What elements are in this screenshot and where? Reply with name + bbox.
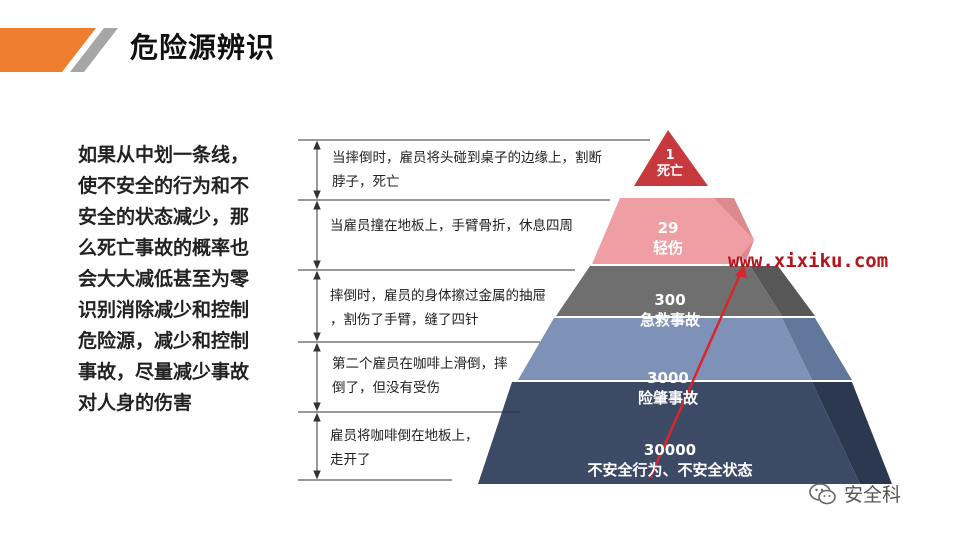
tier-count: 3000	[647, 369, 689, 387]
tier-count: 1	[665, 148, 675, 163]
pyramid-tier-3-label: 300 急救事故	[620, 290, 720, 330]
tier-name: 急救事故	[639, 311, 700, 329]
pyramid-tier-2	[592, 198, 754, 264]
paragraph-line: 识别消除减少和控制	[78, 299, 250, 321]
description-death: 当摔倒时，雇员将头碰到桌子的边缘上，割断 脖子，死亡	[332, 146, 602, 194]
tier-name: 不安全行为、不安全状态	[587, 461, 753, 479]
pyramid-tier-1-label: 1 死亡	[630, 148, 710, 180]
description-line: 脖子，死亡	[332, 174, 400, 190]
tier-count: 30000	[643, 441, 697, 459]
pyramid-tier-3-side	[750, 266, 815, 316]
wechat-logo-icon	[809, 482, 836, 504]
description-first-aid: 摔倒时，雇员的身体擦过金属的抽屉 ，割伤了手臂，缝了四针	[330, 284, 546, 332]
paragraph-line: 使不安全的行为和不	[78, 175, 250, 197]
left-paragraph: 如果从中划一条线， 使不安全的行为和不 安全的状态减少，那 么死亡事故的概率也 …	[78, 140, 278, 419]
description-line: 倒了，但没有受伤	[332, 380, 440, 396]
tier-name: 险肇事故	[637, 389, 698, 407]
wechat-account-name: 安全科	[844, 484, 902, 506]
description-minor-injury: 当雇员撞在地板上，手臂骨折，休息四周	[330, 214, 573, 238]
pyramid-tier-4-side	[782, 318, 852, 380]
description-line: 当摔倒时，雇员将头碰到桌子的边缘上，割断	[332, 150, 602, 166]
paragraph-line: 事故，尽量减少事故	[78, 361, 250, 383]
pyramid-tier-3	[556, 266, 782, 316]
paragraph-line: 对人身的伤害	[78, 392, 193, 414]
header-gray-stripe	[70, 28, 118, 72]
pyramid-tier-1	[634, 130, 708, 186]
wechat-account-badge: 安全科	[808, 480, 901, 507]
paragraph-line: 安全的状态减少，那	[78, 206, 250, 228]
description-line: 第二个雇员在咖啡上滑倒，摔	[332, 356, 508, 372]
description-unsafe-act: 雇员将咖啡倒在地板上， 走开了	[330, 424, 479, 472]
description-line: 雇员将咖啡倒在地板上，	[330, 428, 479, 444]
trend-arrow-head	[735, 264, 747, 278]
trend-arrow-line	[648, 269, 744, 479]
pyramid-tier-5-label: 30000 不安全行为、不安全状态	[560, 440, 780, 480]
header-decoration	[0, 28, 118, 72]
pyramid-tier-4-label: 3000 险肇事故	[618, 368, 718, 408]
description-line: ，割伤了手臂，缝了四针	[330, 312, 479, 328]
description-line: 走开了	[330, 452, 371, 468]
header-orange-stripe	[0, 28, 96, 72]
pyramid-tier-2-label: 29 轻伤	[628, 218, 708, 258]
paragraph-line: 如果从中划一条线，	[78, 144, 250, 166]
page-title: 危险源辨识	[130, 31, 276, 64]
description-line: 摔倒时，雇员的身体擦过金属的抽屉	[330, 288, 546, 304]
pyramid-tier-5-side	[812, 382, 892, 484]
tier-name: 轻伤	[652, 239, 683, 257]
paragraph-line: 会大大减低甚至为零	[78, 268, 250, 290]
description-line: 当雇员撞在地板上，手臂骨折，休息四周	[330, 218, 573, 234]
tier-count: 300	[654, 291, 686, 309]
paragraph-line: 么死亡事故的概率也	[78, 237, 250, 259]
pyramid-tier-4	[518, 318, 812, 380]
description-near-miss: 第二个雇员在咖啡上滑倒，摔 倒了，但没有受伤	[332, 352, 508, 400]
tier-name: 死亡	[656, 164, 683, 179]
tier-count: 29	[657, 219, 679, 237]
watermark-url: www.xixiku.com	[728, 250, 889, 272]
paragraph-line: 危险源，减少和控制	[78, 330, 250, 352]
